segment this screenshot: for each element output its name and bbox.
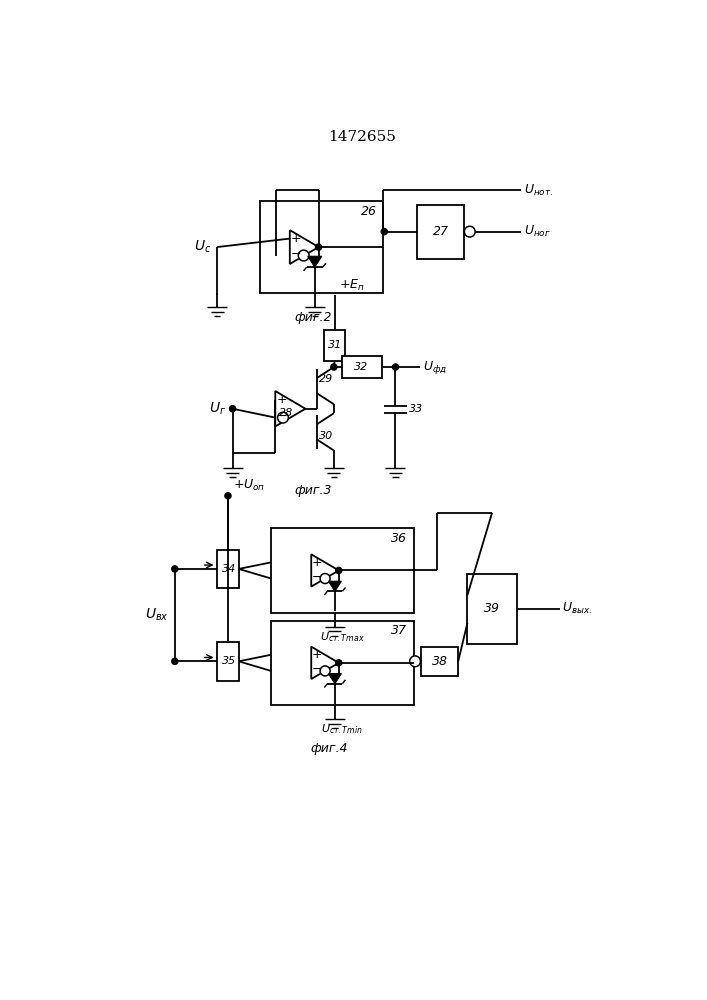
Text: 38: 38	[432, 655, 448, 668]
Text: $U_{фд}$: $U_{фд}$	[423, 359, 448, 376]
Polygon shape	[328, 674, 341, 684]
Circle shape	[464, 226, 475, 237]
Bar	[271, 528, 414, 613]
Bar	[467, 574, 518, 644]
Circle shape	[225, 493, 231, 499]
Text: 34: 34	[222, 564, 236, 574]
Text: фиг.2: фиг.2	[295, 311, 332, 324]
Text: +: +	[312, 648, 322, 661]
Bar	[341, 356, 382, 378]
Text: 39: 39	[484, 602, 500, 615]
Circle shape	[381, 229, 387, 235]
Text: 35: 35	[222, 656, 236, 666]
Circle shape	[392, 364, 399, 370]
Text: 36: 36	[392, 532, 407, 545]
Text: $+E_п$: $+E_п$	[339, 278, 364, 293]
Text: фиг.4: фиг.4	[310, 742, 348, 755]
Text: 1472655: 1472655	[328, 130, 396, 144]
Text: $U_c$: $U_c$	[194, 239, 211, 255]
Text: 30: 30	[320, 431, 334, 441]
Text: 37: 37	[392, 624, 407, 637]
Bar	[217, 550, 239, 588]
Circle shape	[320, 666, 330, 676]
Bar	[217, 642, 239, 681]
Circle shape	[230, 406, 235, 412]
Text: $U_{ст.Tmin}$: $U_{ст.Tmin}$	[321, 722, 363, 736]
Text: +: +	[291, 232, 301, 245]
Bar	[324, 330, 346, 361]
Text: $U_{вх}$: $U_{вх}$	[145, 607, 169, 623]
Text: −: −	[277, 410, 288, 423]
Text: −: −	[312, 663, 322, 676]
Text: 28: 28	[279, 408, 293, 418]
Circle shape	[331, 364, 337, 370]
Circle shape	[278, 412, 288, 423]
Polygon shape	[328, 581, 341, 591]
Text: 27: 27	[433, 225, 448, 238]
Text: $+U_{оп}$: $+U_{оп}$	[233, 478, 265, 493]
Bar	[417, 205, 464, 259]
Text: фиг.3: фиг.3	[295, 484, 332, 497]
Circle shape	[172, 566, 178, 572]
Text: $U_{ст.Tmax}$: $U_{ст.Tmax}$	[320, 630, 364, 644]
Circle shape	[336, 567, 341, 574]
Polygon shape	[308, 256, 322, 267]
Text: 32: 32	[354, 362, 369, 372]
Text: $U_{вых.}$: $U_{вых.}$	[562, 601, 592, 616]
Circle shape	[320, 574, 330, 584]
Bar	[421, 647, 458, 676]
Circle shape	[315, 244, 322, 250]
Text: $U_{ног}$: $U_{ног}$	[525, 224, 551, 239]
Circle shape	[298, 250, 309, 261]
Text: +: +	[277, 393, 288, 406]
Bar	[259, 201, 382, 293]
Bar	[271, 620, 414, 705]
Text: −: −	[291, 247, 301, 260]
Text: $U_{нот.}$: $U_{нот.}$	[525, 183, 554, 198]
Text: $U_г$: $U_г$	[209, 401, 226, 417]
Circle shape	[409, 656, 421, 667]
Text: 26: 26	[361, 205, 377, 218]
Circle shape	[172, 658, 178, 664]
Text: +: +	[312, 556, 322, 569]
Text: 33: 33	[409, 404, 423, 414]
Circle shape	[336, 660, 341, 666]
Text: 31: 31	[327, 340, 341, 350]
Text: 29: 29	[320, 374, 334, 384]
Text: −: −	[312, 570, 322, 583]
